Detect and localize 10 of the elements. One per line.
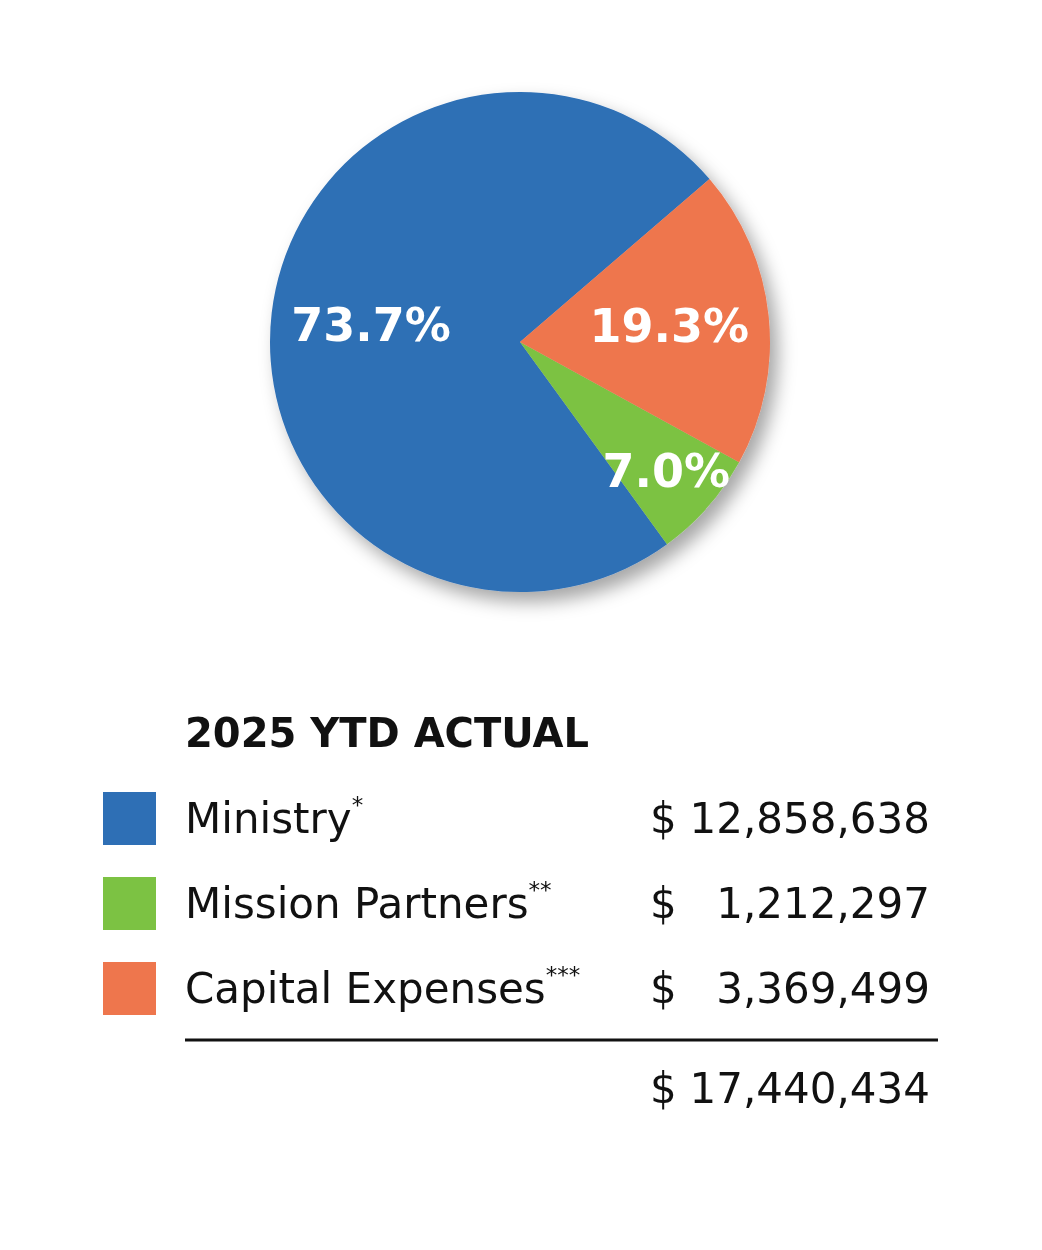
legend-label: Capital Expenses$^{***}$	[185, 962, 581, 1013]
legend-label: Ministry$^{*}$	[185, 792, 364, 843]
legend-label: Mission Partners$^{**}$	[185, 877, 552, 928]
text: $ 17,440,434	[650, 1063, 930, 1113]
text: $ 1,212,297	[650, 878, 930, 928]
data-label: 73.7%	[291, 297, 451, 352]
text: $ 12,858,638	[650, 793, 930, 843]
legend-title: 2025 YTD ACTUAL	[185, 710, 589, 756]
data-label: 19.3%	[589, 299, 749, 354]
text: $ 3,369,499	[650, 963, 930, 1013]
